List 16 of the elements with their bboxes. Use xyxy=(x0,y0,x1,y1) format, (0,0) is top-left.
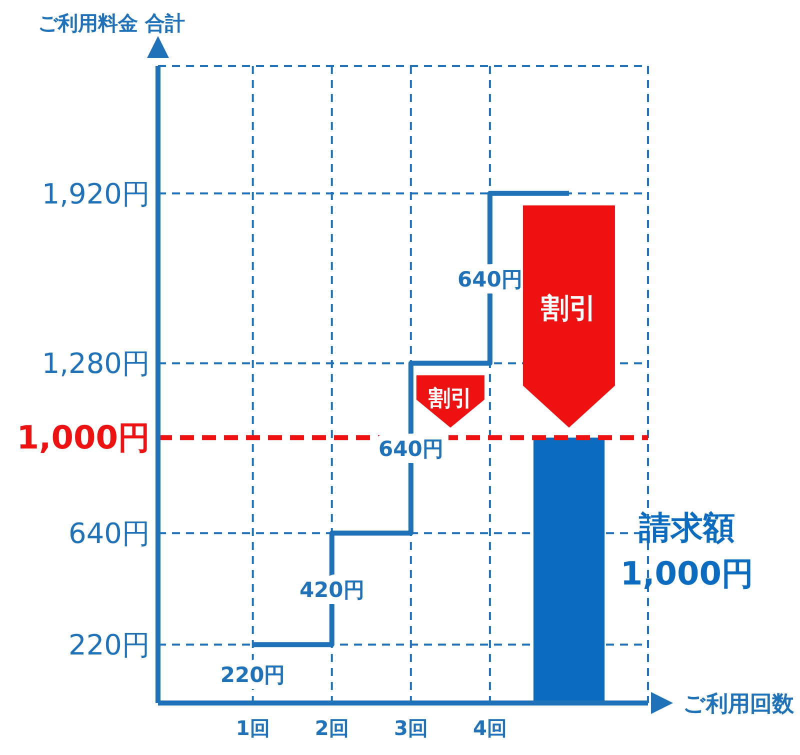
y-tick-label: 640円 xyxy=(68,517,150,550)
ref-line-label: 1,000円 xyxy=(16,418,150,457)
annotation: 割引 xyxy=(540,291,597,324)
x-tick-label: 4回 xyxy=(472,716,507,740)
x-tick-label: 1回 xyxy=(236,716,270,740)
annotation: 割引 xyxy=(427,386,472,412)
y-tick-label: 1,280円 xyxy=(42,347,150,380)
y-tick-label: 1,920円 xyxy=(42,177,150,210)
x-tick-label: 2回 xyxy=(314,716,349,740)
y-tick-label: 220円 xyxy=(68,628,150,662)
annotation: 1,000円 xyxy=(620,554,754,592)
series-label: 請求額 xyxy=(638,508,735,546)
x-tick-label: 3回 xyxy=(394,716,428,740)
annotation: 220円 xyxy=(220,662,286,687)
y-axis-title: ご利用料金 合計 xyxy=(38,11,185,35)
x-axis-title: ご利用回数 xyxy=(683,692,795,717)
